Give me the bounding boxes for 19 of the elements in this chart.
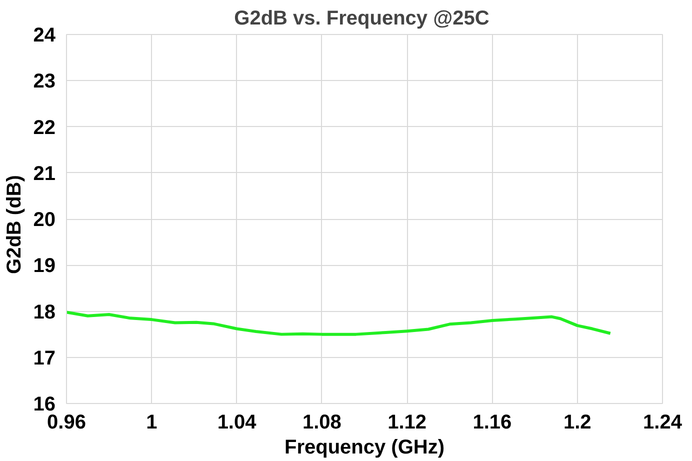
x-tick-label: 1.16 bbox=[472, 412, 512, 434]
x-tick-label: 1.04 bbox=[217, 412, 258, 434]
y-tick-label: 19 bbox=[33, 255, 56, 278]
y-tick-label: 23 bbox=[33, 70, 56, 93]
x-tick-label: 1.24 bbox=[643, 412, 683, 434]
x-tick-label: 1.08 bbox=[302, 412, 342, 434]
y-tick-label: 21 bbox=[33, 162, 56, 185]
chart-title: G2dB vs. Frequency @25C bbox=[234, 8, 490, 30]
line-series bbox=[66, 310, 612, 336]
x-tick-label: 1.2 bbox=[563, 412, 592, 434]
x-tick-label: 1.12 bbox=[388, 412, 427, 434]
x-tick-label: 1 bbox=[146, 412, 158, 434]
y-tick-label: 20 bbox=[33, 209, 56, 231]
y-tick-label: 24 bbox=[33, 24, 56, 46]
y-axis-title: G2dB (dB) bbox=[3, 175, 26, 274]
y-tick-label: 18 bbox=[33, 301, 56, 324]
y-tick-label: 22 bbox=[33, 116, 56, 139]
x-axis-title: Frequency (GHz) bbox=[284, 436, 445, 458]
y-tick-label: 17 bbox=[33, 347, 56, 370]
